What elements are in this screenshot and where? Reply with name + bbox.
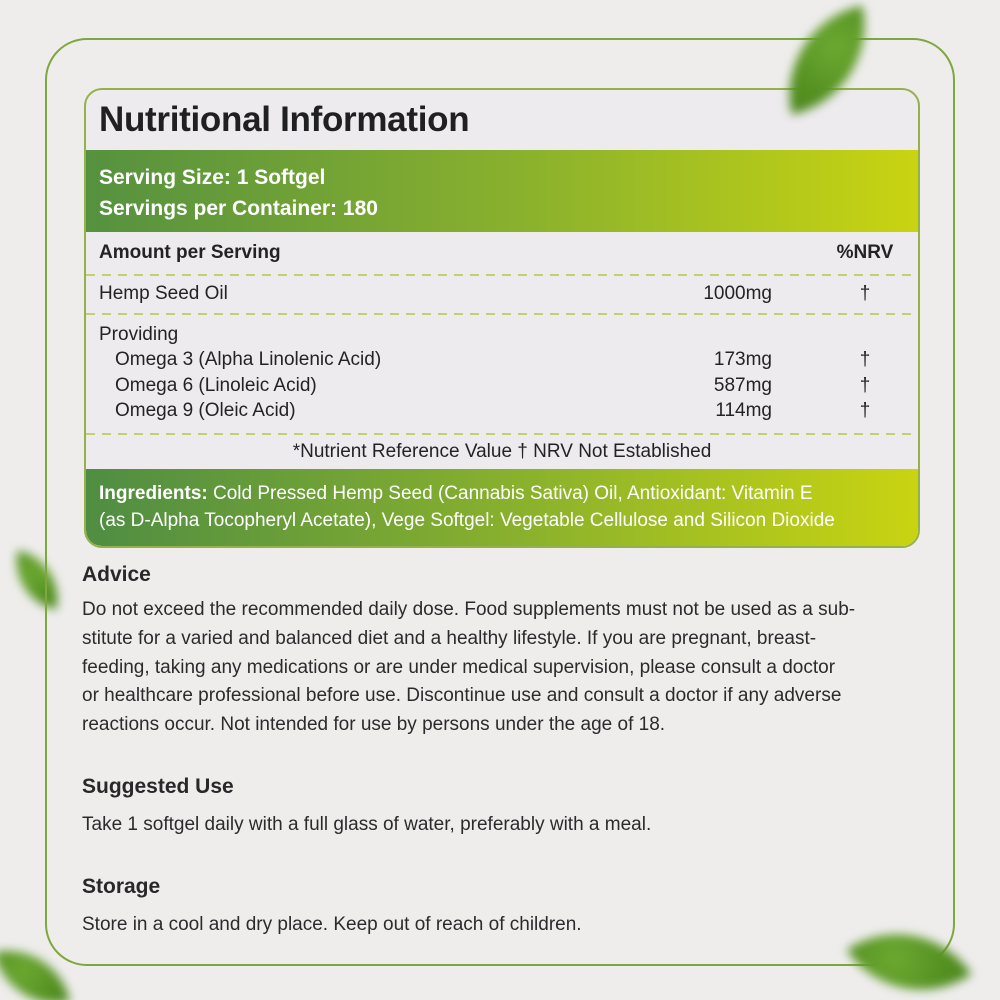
- nutrition-panel: Nutritional Information Serving Size: 1 …: [84, 88, 920, 548]
- dashed-divider: [86, 433, 918, 435]
- suggested-use-section: Suggested Use Take 1 softgel daily with …: [82, 775, 934, 840]
- nrv-footnote: *Nutrient Reference Value † NRV Not Esta…: [292, 441, 712, 462]
- providing-group: Providing Omega 3 (Alpha Linolenic Acid)…: [86, 315, 918, 434]
- advice-section: Advice Do not exceed the recommended dai…: [82, 563, 934, 740]
- ingredients-label: Ingredients:: [99, 483, 208, 504]
- table-row: Omega 9 (Oleic Acid) 114mg †: [86, 399, 918, 425]
- nutrition-table: Amount per Serving %NRV Hemp Seed Oil 10…: [86, 232, 918, 470]
- ingredients-line-2: (as D-Alpha Tocopheryl Acetate), Vege So…: [99, 507, 912, 534]
- ingredients-text-1: Cold Pressed Hemp Seed (Cannabis Sativa)…: [207, 483, 813, 504]
- panel-title-bar: Nutritional Information: [86, 90, 918, 150]
- advice-text: Do not exceed the recommended daily dose…: [82, 599, 856, 736]
- ingredients-bar: Ingredients: Cold Pressed Hemp Seed (Can…: [86, 469, 918, 546]
- nutrient-amount: 1000mg: [703, 283, 772, 304]
- leaf-icon: [7, 550, 67, 610]
- table-row: Providing: [86, 322, 918, 348]
- nutrient-name: Providing: [99, 323, 179, 345]
- nutrient-nrv: †: [859, 283, 871, 304]
- servings-per-container-line: Servings per Container: 180: [99, 197, 378, 221]
- ingredients-text-2: (as D-Alpha Tocopheryl Acetate), Vege So…: [99, 510, 835, 531]
- ingredients-line-1: Ingredients: Cold Pressed Hemp Seed (Can…: [99, 480, 912, 507]
- nutrient-amount: 114mg: [715, 400, 772, 422]
- serving-info-bar: Serving Size: 1 Softgel Servings per Con…: [86, 150, 918, 232]
- table-row: Omega 6 (Linoleic Acid) 587mg †: [86, 373, 918, 399]
- suggested-use-text: Take 1 softgel daily with a full glass o…: [82, 813, 652, 835]
- table-row: Hemp Seed Oil 1000mg †: [86, 276, 918, 313]
- section-heading-suggested-use: Suggested Use: [82, 774, 234, 798]
- nutrient-name: Omega 3 (Alpha Linolenic Acid): [115, 349, 382, 371]
- table-row: Omega 3 (Alpha Linolenic Acid) 173mg †: [86, 348, 918, 374]
- nutrient-amount: 173mg: [713, 349, 772, 371]
- nutrient-name: Omega 6 (Linoleic Acid): [115, 374, 317, 396]
- nutrient-nrv: †: [859, 400, 871, 422]
- section-heading-storage: Storage: [82, 874, 161, 898]
- column-header-nrv: %NRV: [836, 241, 894, 263]
- leaf-icon: [0, 939, 70, 1000]
- storage-text: Store in a cool and dry place. Keep out …: [82, 913, 582, 935]
- page-title: Nutritional Information: [99, 100, 470, 140]
- table-header-row: Amount per Serving %NRV: [86, 232, 918, 274]
- dashed-divider: [86, 312, 918, 315]
- nutrient-nrv: †: [859, 349, 871, 371]
- nutrient-nrv: †: [859, 374, 871, 396]
- section-heading-advice: Advice: [82, 563, 151, 586]
- dashed-divider: [86, 273, 918, 276]
- info-sections: Advice Do not exceed the recommended dai…: [82, 563, 934, 940]
- nutrient-amount: 587mg: [713, 374, 772, 396]
- nutrient-name: Hemp Seed Oil: [99, 283, 228, 304]
- nutrient-name: Omega 9 (Oleic Acid): [115, 400, 296, 422]
- column-header-amount-per-serving: Amount per Serving: [99, 241, 281, 263]
- serving-size-line: Serving Size: 1 Softgel: [99, 166, 326, 190]
- storage-section: Storage Store in a cool and dry place. K…: [82, 875, 934, 940]
